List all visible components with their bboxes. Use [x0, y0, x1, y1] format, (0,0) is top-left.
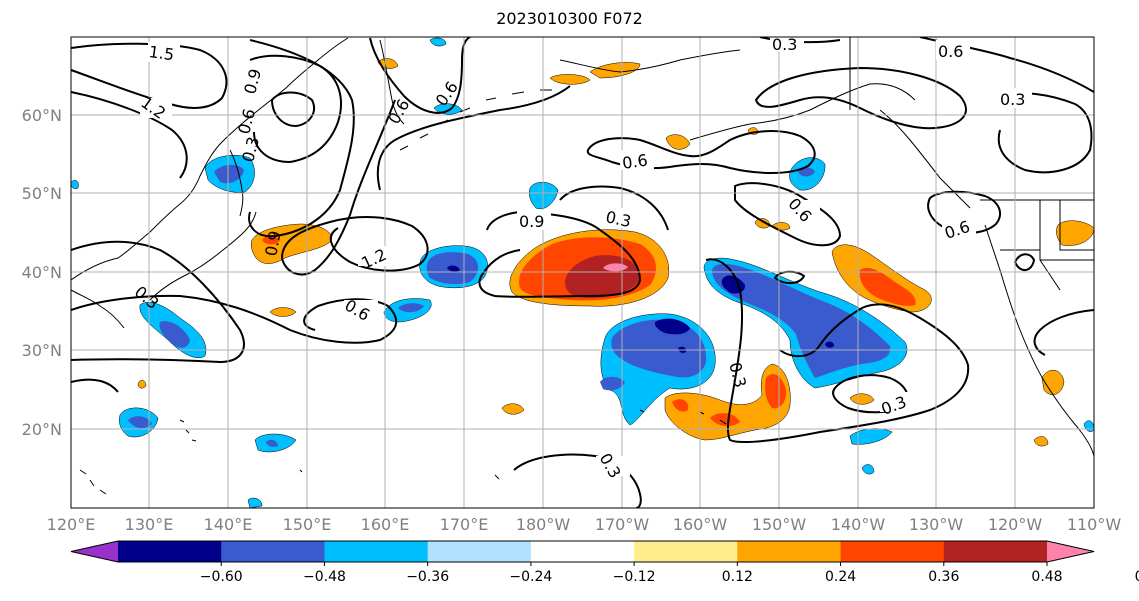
contour-label-15: 0.6 [938, 42, 963, 61]
colorbar-outline [70, 540, 1095, 563]
lon-label-130e: 130°E [125, 515, 174, 534]
contour-label-21: 0.9 [261, 229, 284, 257]
colorbar-segment [530, 541, 635, 562]
lon-label-130w: 130°W [909, 515, 964, 534]
colorbar-segment [737, 541, 842, 562]
lon-label-160e: 160°E [361, 515, 410, 534]
lat-label-20n: 20°N [22, 420, 62, 439]
colorbar-tick-label: −0.60 [200, 569, 243, 585]
coastlines [71, 37, 1094, 495]
negative-anomaly-east-mid [712, 263, 891, 378]
lon-label-150e: 150°E [283, 515, 332, 534]
lon-label-120e: 120°E [47, 515, 96, 534]
colorbar-tick-label: −0.36 [406, 569, 449, 585]
lon-label-140e: 140°E [204, 515, 253, 534]
lon-label-150w: 150°W [752, 515, 807, 534]
colorbar-extend-high [1047, 541, 1094, 562]
contour-label-9: 0.3 [604, 207, 633, 231]
colorbar-segment [634, 541, 738, 562]
lon-label-160w: 160°W [673, 515, 728, 534]
lon-label-120w: 120°W [988, 515, 1043, 534]
lon-label-110w: 110°W [1067, 515, 1122, 534]
colorbar-segment [840, 541, 945, 562]
colorbar-tick-label: −0.48 [303, 569, 346, 585]
colorbar-extend-low [71, 541, 118, 562]
colorbar-segment [221, 541, 325, 562]
colorbar-segment [427, 541, 532, 562]
colorbar-segment [943, 541, 1048, 562]
colorbar-segment [324, 541, 429, 562]
positive-anomaly-japan [250, 223, 332, 264]
colorbar-tick-label: 0.12 [722, 569, 753, 585]
contour-label-1: 1.5 [148, 42, 176, 64]
map-title: 2023010300 F072 [496, 9, 643, 28]
lat-label-40n: 40°N [22, 263, 62, 282]
colorbar-tick-label: 0.36 [928, 569, 959, 585]
plot-frame [70, 36, 1095, 509]
colorbar-tick-label: −0.24 [509, 569, 552, 585]
contour-label-8: 0.9 [519, 212, 544, 231]
lon-label-170e: 170°E [440, 515, 489, 534]
positive-anomaly-south [664, 363, 791, 441]
lon-label-140w: 140°W [831, 515, 886, 534]
gridlines [71, 37, 1094, 508]
contour-label-17: 0.3 [1000, 90, 1025, 109]
colorbar-tick-label: 0.60 [1135, 569, 1139, 585]
lon-label-170w: 170°W [595, 515, 650, 534]
lat-label-30n: 30°N [22, 341, 62, 360]
contour-label-13: 0.6 [621, 150, 649, 172]
longitude-labels: 120°E 130°E 140°E 150°E 160°E 170°E 180°… [47, 515, 1122, 534]
anomaly-fills [71, 37, 1094, 508]
lat-label-50n: 50°N [22, 184, 62, 203]
colorbar-tick-label: −0.12 [613, 569, 656, 585]
contour-label-14: 0.3 [772, 35, 797, 54]
colorbar-tick-label: 0.48 [1031, 569, 1062, 585]
colorbar: −0.60 −0.48 −0.36 −0.24 −0.12 0.12 0.24 0.36 0.4… [70, 540, 1139, 585]
colorbar-tick-label: 0.24 [825, 569, 856, 585]
lon-label-180w: 180°W [516, 515, 571, 534]
lat-label-60n: 60°N [22, 106, 62, 125]
latitude-labels: 60°N 50°N 40°N 30°N 20°N [22, 106, 62, 439]
colorbar-segment [118, 541, 222, 562]
